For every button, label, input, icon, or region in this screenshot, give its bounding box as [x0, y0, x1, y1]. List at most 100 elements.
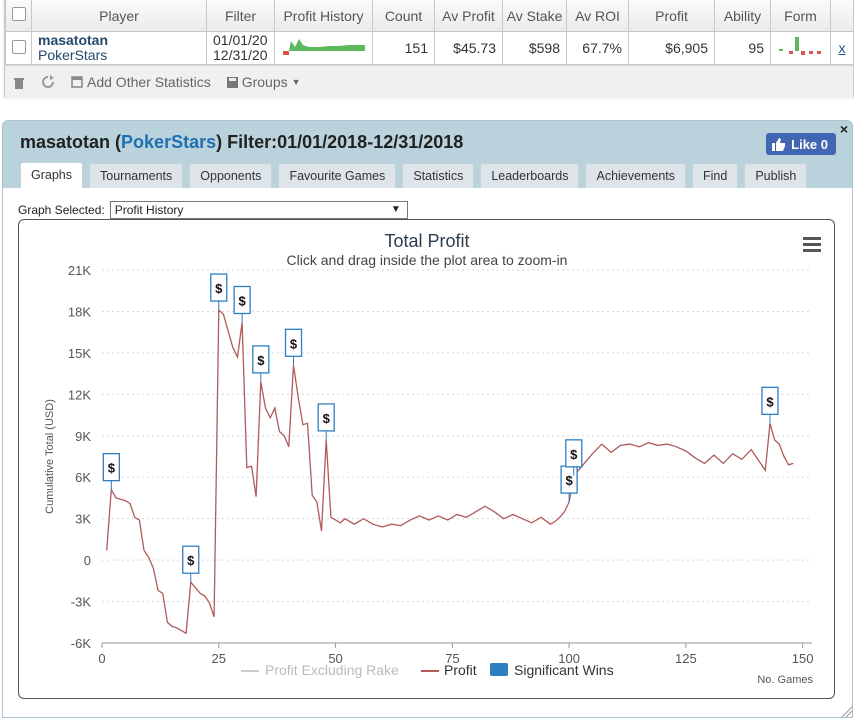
col-header-profit-history[interactable]: Profit History: [274, 0, 373, 32]
graph-selector: Graph Selected: Profit History ▼: [18, 201, 408, 219]
form-bar: [809, 50, 813, 54]
significant-win-dollar-icon: $: [108, 461, 116, 476]
significant-win-flag: [761, 386, 779, 415]
col-header-av-roi[interactable]: Av ROI: [566, 0, 629, 32]
form-bar: [779, 48, 783, 51]
form-bar: [817, 50, 821, 54]
significant-win-flag: [252, 345, 270, 374]
add-statistics-label: Add Other Statistics: [87, 74, 211, 90]
tab-achievements[interactable]: Achievements: [585, 163, 686, 188]
delete-button[interactable]: [13, 76, 29, 89]
av-profit-cell: $45.73: [434, 31, 503, 65]
remove-row-link[interactable]: x: [830, 31, 854, 65]
x-tick-label: 100: [558, 651, 580, 666]
significant-win-flag: [182, 545, 200, 574]
legend-significant-wins-symbol: [490, 663, 508, 676]
row-checkbox[interactable]: [12, 39, 26, 54]
close-panel-button[interactable]: ×: [839, 121, 848, 137]
legend-profit: Profit: [444, 662, 477, 678]
significant-win-dollar-icon: $: [215, 281, 223, 296]
col-header-spacer: [830, 0, 854, 32]
y-tick-label: 18K: [68, 304, 91, 319]
form-bar: [795, 36, 799, 51]
refresh-icon: [42, 75, 54, 88]
legend-profit-excluding-rake: Profit Excluding Rake: [265, 662, 399, 678]
menu-icon: [803, 237, 821, 240]
filter-from: 01/01/20: [213, 32, 268, 48]
player-site: PokerStars: [38, 47, 108, 63]
panel-title: masatotan (PokerStars) Filter:01/01/2018…: [20, 132, 463, 153]
legend-significant-wins: Significant Wins: [514, 662, 614, 678]
tab-opponents[interactable]: Opponents: [189, 163, 273, 188]
panel-site-link[interactable]: PokerStars: [121, 132, 217, 152]
tab-find[interactable]: Find: [692, 163, 739, 188]
table-row: masatotan PokerStars 01/01/20 12/31/20 1…: [5, 31, 854, 65]
refresh-button[interactable]: [41, 75, 59, 89]
col-header-count[interactable]: Count: [372, 0, 435, 32]
add-window-icon: [71, 76, 83, 88]
significant-win-dollar-icon: $: [570, 447, 578, 462]
col-header-player[interactable]: Player: [31, 0, 207, 32]
y-tick-label: 6K: [75, 470, 91, 485]
y-tick-label: 15K: [68, 346, 91, 361]
col-header-ability[interactable]: Ability: [714, 0, 771, 32]
col-header-av-profit[interactable]: Av Profit: [434, 0, 503, 32]
col-header-filter[interactable]: Filter: [206, 0, 275, 32]
ability-cell: 95: [714, 31, 771, 65]
count-cell: 151: [372, 31, 435, 65]
av-roi-cell: 67.7%: [566, 31, 629, 65]
sparkline-profit-area: [283, 38, 365, 51]
y-tick-label: 0: [84, 553, 91, 568]
select-all-checkbox[interactable]: [11, 7, 26, 21]
thumbs-up-icon: [772, 137, 786, 151]
y-tick-label: 12K: [68, 387, 91, 402]
profit-series-line: [106, 308, 794, 635]
tab-publish[interactable]: Publish: [744, 163, 808, 188]
y-tick-label: -3K: [71, 595, 92, 610]
graph-select-value: Profit History: [114, 203, 184, 217]
player-cell[interactable]: masatotan PokerStars: [31, 31, 207, 65]
panel-open-paren: (: [115, 132, 122, 152]
sparkline-loss-bar: [283, 50, 289, 55]
row-select-cell[interactable]: [5, 31, 32, 65]
y-tick-label: 21K: [68, 263, 91, 278]
tab-graphs[interactable]: Graphs: [20, 162, 83, 189]
select-all-header[interactable]: [5, 0, 32, 32]
like-label: Like 0: [791, 136, 828, 152]
form-bar: [789, 50, 793, 54]
x-tick-label: 25: [212, 651, 226, 666]
menu-icon: [803, 249, 821, 252]
player-name-link[interactable]: masatotan: [38, 32, 109, 48]
table-toolbar: Add Other Statistics Groups ▼: [5, 65, 853, 98]
resize-grip-icon[interactable]: [840, 705, 852, 717]
significant-win-dollar-icon: $: [257, 353, 265, 368]
tab-statistics[interactable]: Statistics: [402, 163, 475, 188]
trash-icon: [14, 77, 24, 89]
x-tick-label: 150: [792, 651, 814, 666]
tab-tournaments[interactable]: Tournaments: [89, 163, 184, 188]
x-tick-label: 75: [445, 651, 459, 666]
filter-to: 12/31/20: [213, 47, 268, 63]
col-header-form[interactable]: Form: [770, 0, 831, 32]
significant-win-dollar-icon: $: [187, 553, 195, 568]
profit-history-sparkline: [274, 31, 373, 65]
profit-cell: $6,905: [628, 31, 715, 65]
profit-sparkline-chart: [283, 38, 365, 55]
graph-select-dropdown[interactable]: Profit History ▼: [109, 201, 408, 219]
tab-favourite-games[interactable]: Favourite Games: [278, 163, 397, 188]
y-axis-label: Cumulative Total (USD): [44, 399, 56, 514]
stats-table-panel: Player Filter Profit History Count Av Pr…: [4, 0, 854, 98]
stats-table: Player Filter Profit History Count Av Pr…: [5, 0, 854, 65]
facebook-like-button[interactable]: Like 0: [766, 133, 836, 155]
significant-win-flag: [102, 453, 120, 482]
menu-icon: [803, 243, 821, 246]
profit-chart-container[interactable]: Total Profit Click and drag inside the pl…: [18, 219, 835, 699]
panel-filter-text: ) Filter:01/01/2018-12/31/2018: [216, 132, 464, 152]
tab-leaderboards[interactable]: Leaderboards: [480, 163, 580, 188]
col-header-av-stake[interactable]: Av Stake: [502, 0, 567, 32]
x-tick-label: 125: [675, 651, 697, 666]
col-header-profit[interactable]: Profit: [628, 0, 715, 32]
groups-dropdown[interactable]: Groups ▼: [226, 74, 301, 90]
add-statistics-button[interactable]: Add Other Statistics: [71, 74, 211, 90]
